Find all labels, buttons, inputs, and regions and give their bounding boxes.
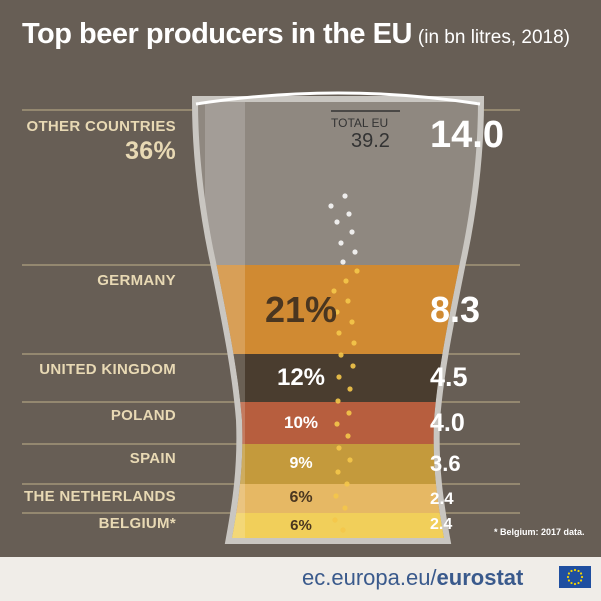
share-label: 6% [289, 489, 313, 507]
country-name: SPAIN [129, 450, 176, 467]
segment-5 [198, 484, 478, 513]
bubble [333, 493, 339, 499]
share-label: 21% [264, 288, 338, 330]
row-label: POLAND [111, 407, 176, 424]
title-subtitle: (in bn litres, 2018) [417, 27, 570, 48]
row-label: BELGIUM* [99, 515, 176, 532]
footer-url[interactable]: ec.europa.eu/eurostat [302, 565, 523, 591]
bubble [331, 288, 337, 294]
bubble [344, 481, 350, 487]
total-eu-label: TOTAL EU [331, 116, 389, 130]
bubble [343, 278, 349, 284]
glass-rim [195, 91, 481, 106]
bubble [345, 433, 351, 439]
country-name: POLAND [110, 407, 176, 424]
bubble [349, 229, 355, 235]
bubble [338, 240, 344, 246]
footer: ec.europa.eu/eurostat [0, 557, 601, 601]
country-name: UNITED KINGDOM [39, 361, 176, 378]
bubble [347, 386, 353, 392]
country-name: GERMANY [97, 272, 176, 289]
value-label: 3.6 [430, 451, 461, 477]
bubble [338, 352, 344, 358]
row-label: SPAIN [130, 450, 176, 467]
bubble [346, 211, 352, 217]
bubble [328, 203, 334, 209]
bubbles [328, 193, 360, 533]
segment-1 [198, 265, 478, 354]
bubble [336, 374, 342, 380]
bubble [345, 298, 351, 304]
value-label: 4.5 [430, 362, 468, 393]
country-name: BELGIUM* [98, 515, 176, 532]
bubble [334, 421, 340, 427]
country-name: THE NETHERLANDS [23, 488, 176, 505]
share-label: 6% [290, 516, 312, 534]
total-eu-value: 39.2 [351, 130, 390, 152]
chart-title: Top beer producers in the EU (in bn litre… [22, 18, 570, 51]
bubble [336, 445, 342, 451]
bubble [334, 219, 340, 225]
bubble [335, 398, 341, 404]
footer-brand: eurostat [436, 565, 524, 590]
segment-4 [198, 444, 478, 484]
title-main: Top beer producers in the EU [22, 18, 412, 50]
row-label: GERMANY [97, 272, 176, 289]
footnote: * Belgium: 2017 data. [494, 527, 585, 537]
row-label: UNITED KINGDOM [39, 361, 176, 378]
share-label: 12% [276, 364, 326, 392]
beer-glass-chart [22, 91, 520, 544]
bubble [342, 505, 348, 511]
bubble [354, 268, 360, 274]
bubble [346, 410, 352, 416]
bubble [334, 309, 340, 315]
row-label: THE NETHERLANDS [24, 488, 176, 505]
bubble [351, 340, 357, 346]
bubble [340, 259, 346, 265]
bubble [350, 363, 356, 369]
bubble [349, 319, 355, 325]
bubble [336, 330, 342, 336]
value-label: 2.4 [430, 488, 454, 508]
segment-6 [198, 513, 478, 538]
value-label: 2.4 [430, 516, 453, 534]
share-label: 36% [125, 137, 176, 165]
glass-content [198, 102, 478, 538]
bubble [340, 527, 346, 533]
value-label: 14.0 [430, 114, 504, 156]
value-label: 4.0 [430, 408, 465, 437]
bubble [335, 469, 341, 475]
segments [198, 265, 478, 538]
share-label: 10% [283, 413, 319, 433]
bubble [342, 193, 348, 199]
bubble [352, 249, 358, 255]
value-label: 8.3 [430, 288, 481, 330]
bubble [332, 517, 338, 523]
footer-url-domain: ec.europa.eu/ [302, 565, 437, 590]
row-label: OTHER COUNTRIES 36% [26, 118, 176, 166]
eu-flag-icon [559, 566, 591, 588]
total-eu: TOTAL EU 39.2 [331, 116, 390, 153]
country-name: OTHER COUNTRIES [26, 118, 176, 135]
share-label: 9% [289, 454, 313, 472]
bubble [347, 457, 353, 463]
